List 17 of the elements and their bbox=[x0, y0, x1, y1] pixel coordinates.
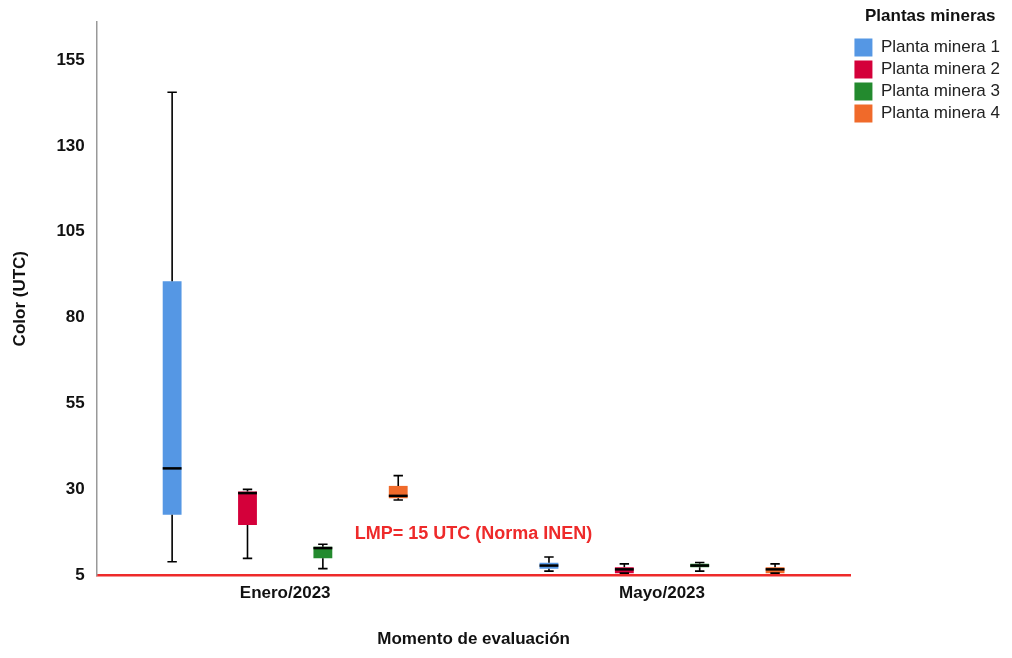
y-tick-label: 105 bbox=[56, 221, 85, 241]
x-axis-title: Momento de evaluación bbox=[377, 629, 570, 649]
legend-label: Planta minera 2 bbox=[880, 59, 1001, 79]
legend-title: Plantas mineras bbox=[865, 6, 996, 26]
y-tick-label: 55 bbox=[65, 393, 85, 413]
legend-label: Planta minera 1 bbox=[880, 37, 1001, 57]
y-tick-label: 80 bbox=[65, 307, 85, 327]
y-axis-title: Color (UTC) bbox=[9, 251, 29, 347]
x-tick-label: Enero/2023 bbox=[239, 583, 331, 603]
y-tick-label: 5 bbox=[75, 564, 85, 584]
legend-label: Planta minera 3 bbox=[880, 81, 1001, 101]
annotation: LMP= 15 UTC (Norma INEN) bbox=[354, 523, 593, 544]
y-tick-label: 30 bbox=[65, 479, 85, 499]
x-tick-label: Mayo/2023 bbox=[619, 583, 706, 603]
y-tick-label: 155 bbox=[56, 49, 85, 69]
y-tick-label: 130 bbox=[56, 135, 85, 155]
legend-label: Planta minera 4 bbox=[880, 103, 1001, 123]
